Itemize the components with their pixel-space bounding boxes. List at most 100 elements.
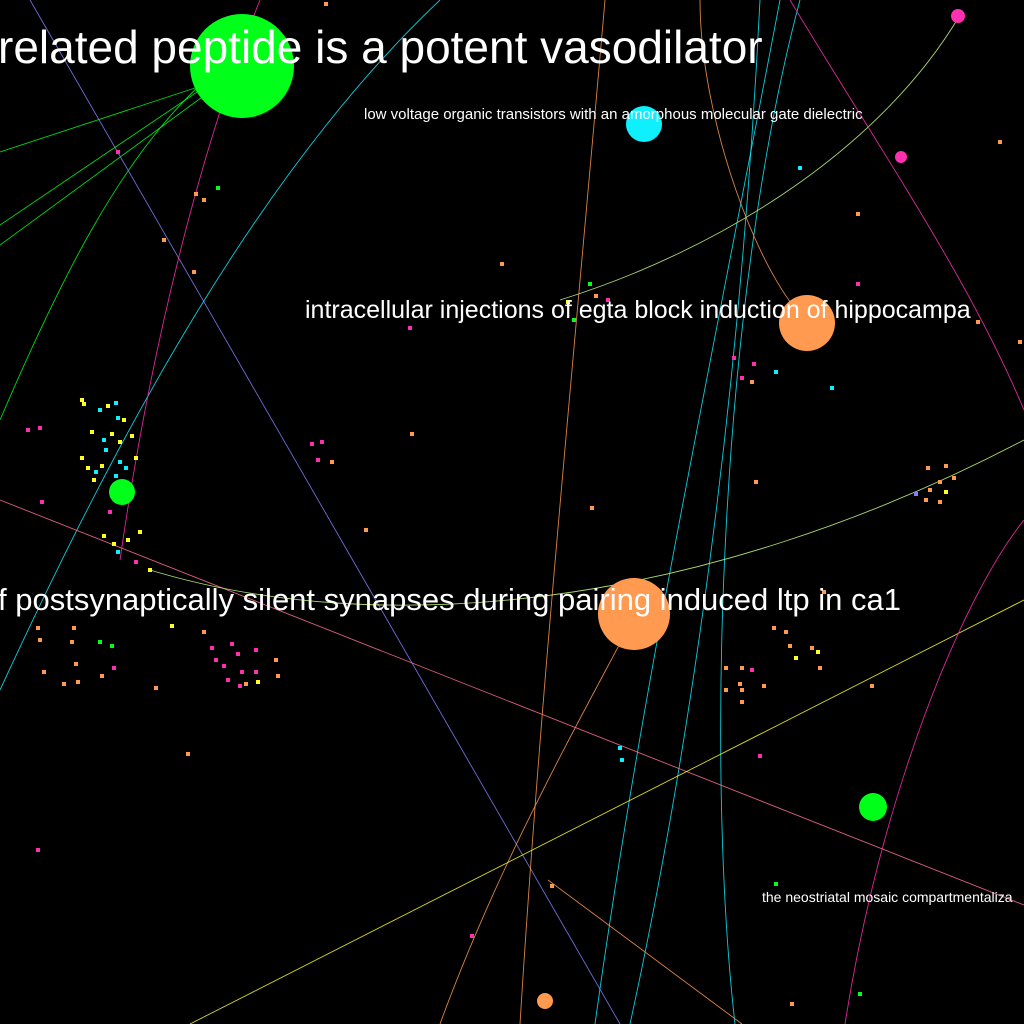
- point-6: [122, 418, 126, 422]
- point-63: [310, 442, 314, 446]
- point-108: [590, 506, 594, 510]
- node-orange-bottom[interactable]: [537, 993, 553, 1009]
- point-119: [738, 682, 742, 686]
- point-99: [944, 464, 948, 468]
- point-92: [752, 362, 756, 366]
- node-green-right[interactable]: [859, 793, 887, 821]
- point-55: [240, 670, 244, 674]
- edge-8: [720, 0, 801, 1024]
- point-44: [76, 680, 80, 684]
- point-10: [118, 440, 122, 444]
- node-silent[interactable]: [598, 578, 670, 650]
- point-68: [364, 528, 368, 532]
- label-vasodilator: related peptide is a potent vasodilator: [0, 21, 763, 73]
- point-130: [550, 884, 554, 888]
- edge-4: [29, 0, 621, 1024]
- label-egta: intracellular injections of egta block i…: [305, 296, 971, 324]
- point-75: [216, 186, 220, 190]
- edge-14: [189, 599, 1024, 1024]
- node-magenta-right[interactable]: [895, 151, 907, 163]
- node-magenta-top[interactable]: [951, 9, 965, 23]
- point-73: [194, 192, 198, 196]
- point-32: [40, 500, 44, 504]
- point-117: [740, 666, 744, 670]
- point-70: [36, 848, 40, 852]
- edge-10: [439, 614, 636, 1024]
- edge-3: [0, 84, 201, 421]
- node-vasodilator[interactable]: [190, 14, 294, 118]
- point-132: [790, 1002, 794, 1006]
- point-78: [500, 262, 504, 266]
- point-54: [226, 678, 230, 682]
- point-98: [926, 466, 930, 470]
- edge-9: [519, 0, 606, 1024]
- point-52: [254, 648, 258, 652]
- point-80: [594, 294, 598, 298]
- point-0: [80, 398, 84, 402]
- point-15: [94, 470, 98, 474]
- point-61: [276, 674, 280, 678]
- point-71: [470, 934, 474, 938]
- point-57: [238, 684, 242, 688]
- label-silent: f postsynaptically silent synapses durin…: [0, 582, 901, 617]
- point-11: [130, 434, 134, 438]
- point-8: [102, 438, 106, 442]
- point-50: [230, 642, 234, 646]
- point-120: [740, 688, 744, 692]
- point-131: [858, 992, 862, 996]
- point-83: [572, 318, 576, 322]
- node-green-left[interactable]: [109, 479, 135, 505]
- point-90: [1018, 340, 1022, 344]
- point-96: [830, 386, 834, 390]
- point-129: [774, 882, 778, 886]
- point-38: [98, 640, 102, 644]
- point-45: [100, 674, 104, 678]
- point-40: [42, 670, 46, 674]
- point-126: [618, 746, 622, 750]
- labels-layer: related peptide is a potent vasodilator …: [0, 21, 1013, 905]
- point-115: [818, 666, 822, 670]
- point-107: [754, 480, 758, 484]
- point-29: [148, 568, 152, 572]
- point-67: [410, 432, 414, 436]
- point-26: [126, 538, 130, 542]
- edge-16: [559, 14, 961, 301]
- edge-1: [0, 89, 201, 226]
- point-110: [784, 630, 788, 634]
- point-97: [324, 2, 328, 6]
- point-37: [70, 640, 74, 644]
- edge-2: [0, 94, 206, 246]
- point-28: [134, 560, 138, 564]
- point-21: [114, 474, 118, 478]
- node-egta[interactable]: [779, 295, 835, 351]
- point-125: [822, 590, 826, 594]
- point-14: [86, 466, 90, 470]
- node-transistors[interactable]: [626, 106, 662, 142]
- point-31: [38, 426, 42, 430]
- point-13: [80, 456, 84, 460]
- point-127: [620, 758, 624, 762]
- point-128: [758, 754, 762, 758]
- point-2: [98, 408, 102, 412]
- point-79: [588, 282, 592, 286]
- edge-13: [0, 499, 1024, 906]
- point-42: [112, 666, 116, 670]
- point-35: [38, 638, 42, 642]
- point-58: [244, 682, 248, 686]
- nodes-layer: [109, 9, 965, 1009]
- point-62: [170, 624, 174, 628]
- point-122: [762, 684, 766, 688]
- point-30: [26, 428, 30, 432]
- point-72: [116, 150, 120, 154]
- point-5: [116, 416, 120, 420]
- point-65: [316, 458, 320, 462]
- point-76: [162, 238, 166, 242]
- edge-0: [0, 87, 196, 153]
- point-56: [254, 670, 258, 674]
- point-112: [810, 646, 814, 650]
- point-46: [154, 686, 158, 690]
- point-43: [62, 682, 66, 686]
- point-48: [210, 646, 214, 650]
- point-118: [750, 668, 754, 672]
- point-82: [566, 300, 570, 304]
